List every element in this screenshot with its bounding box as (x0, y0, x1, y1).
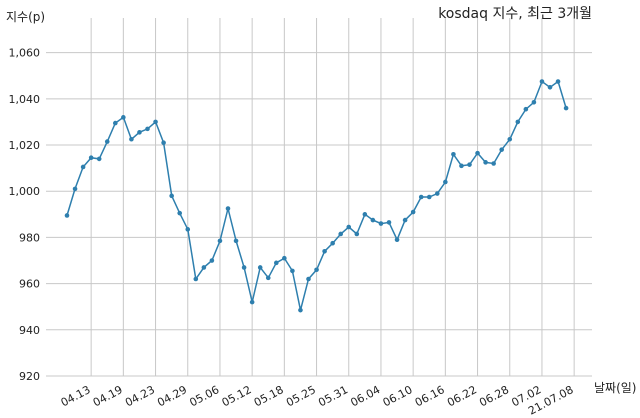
data-point (72, 186, 78, 192)
y-tick-labels: 920 940 960 980 1,000 1,020 1,040 1,060 (9, 47, 41, 383)
x-tick-label: 04.23 (123, 383, 157, 409)
data-point (282, 255, 287, 261)
data-point (225, 206, 231, 211)
data-point (330, 240, 335, 246)
grid-lines (46, 18, 592, 377)
data-point (354, 231, 360, 237)
chart-title: kosdaq 지수, 최근 3개월 (438, 6, 592, 22)
data-point (386, 220, 392, 225)
data-point (209, 258, 215, 263)
x-tick-labels: 04.1304.1904.2304.2905.0605.1205.1805.25… (59, 383, 576, 417)
data-point (177, 210, 182, 216)
data-points (64, 79, 569, 313)
x-tick-label: 04.13 (59, 383, 93, 409)
data-point (217, 238, 223, 244)
y-tick-label: 920 (19, 370, 40, 383)
data-point (362, 212, 368, 217)
data-point (547, 84, 553, 90)
x-tick-label: 06.28 (477, 383, 511, 409)
data-point (129, 136, 134, 142)
data-point (104, 139, 110, 144)
data-point (539, 79, 545, 84)
y-axis-label: 지수(p) (6, 10, 45, 24)
data-point (338, 231, 344, 237)
x-tick-label: 06.22 (445, 383, 479, 409)
data-point (346, 224, 352, 230)
data-point (370, 217, 376, 223)
data-point (515, 119, 521, 125)
data-point (531, 100, 537, 105)
data-point (306, 276, 311, 282)
y-tick-label: 980 (19, 231, 40, 244)
data-point (274, 260, 279, 266)
data-point (290, 268, 295, 274)
x-tick-label: 05.18 (252, 383, 286, 409)
x-tick-label: 05.12 (220, 383, 254, 409)
data-point (467, 162, 472, 167)
data-point (201, 265, 207, 270)
data-point (491, 161, 496, 166)
x-tick-label: 05.06 (187, 383, 221, 409)
data-point (402, 217, 408, 223)
data-point (410, 209, 416, 215)
data-point (137, 130, 142, 135)
data-point (249, 299, 255, 305)
data-point (185, 227, 191, 232)
x-tick-label: 06.16 (413, 383, 447, 409)
data-point (113, 120, 118, 126)
data-point (563, 105, 569, 111)
data-point (257, 265, 263, 270)
data-point (435, 191, 440, 196)
data-point (153, 119, 158, 125)
data-point (378, 221, 384, 226)
x-tick-label: 05.31 (316, 383, 350, 409)
x-tick-label: 06.04 (348, 383, 382, 409)
data-point (233, 238, 239, 244)
data-point (483, 160, 488, 165)
data-point (418, 194, 424, 200)
data-point (394, 237, 400, 243)
data-point (145, 126, 150, 132)
data-point (507, 136, 513, 142)
data-point (443, 179, 448, 185)
data-point (459, 163, 464, 169)
x-tick-label: 04.19 (91, 383, 125, 409)
data-point (298, 307, 303, 313)
data-point (322, 248, 327, 254)
y-tick-label: 1,000 (9, 185, 41, 198)
y-tick-label: 960 (19, 278, 40, 291)
data-point (499, 147, 505, 152)
x-tick-label: 05.25 (284, 383, 318, 409)
data-point (475, 150, 480, 156)
y-tick-label: 1,060 (9, 47, 41, 60)
y-tick-label: 1,020 (9, 139, 41, 152)
data-point (121, 115, 126, 120)
data-point (169, 193, 174, 199)
x-tick-label: 04.29 (155, 383, 189, 409)
y-tick-label: 940 (19, 324, 40, 337)
data-point (265, 275, 271, 281)
data-point (426, 194, 432, 200)
x-tick-label: 06.10 (381, 383, 415, 409)
data-point (96, 156, 102, 162)
data-point (451, 151, 456, 157)
data-point (88, 155, 94, 161)
x-axis-label: 날짜(일) (594, 381, 636, 395)
data-point (555, 79, 561, 84)
data-point (64, 213, 70, 218)
data-point (80, 164, 86, 170)
data-point (523, 106, 529, 112)
data-point (161, 140, 166, 146)
y-tick-label: 1,040 (9, 93, 41, 106)
data-point (314, 267, 319, 273)
data-point (193, 276, 199, 282)
data-point (241, 265, 247, 270)
